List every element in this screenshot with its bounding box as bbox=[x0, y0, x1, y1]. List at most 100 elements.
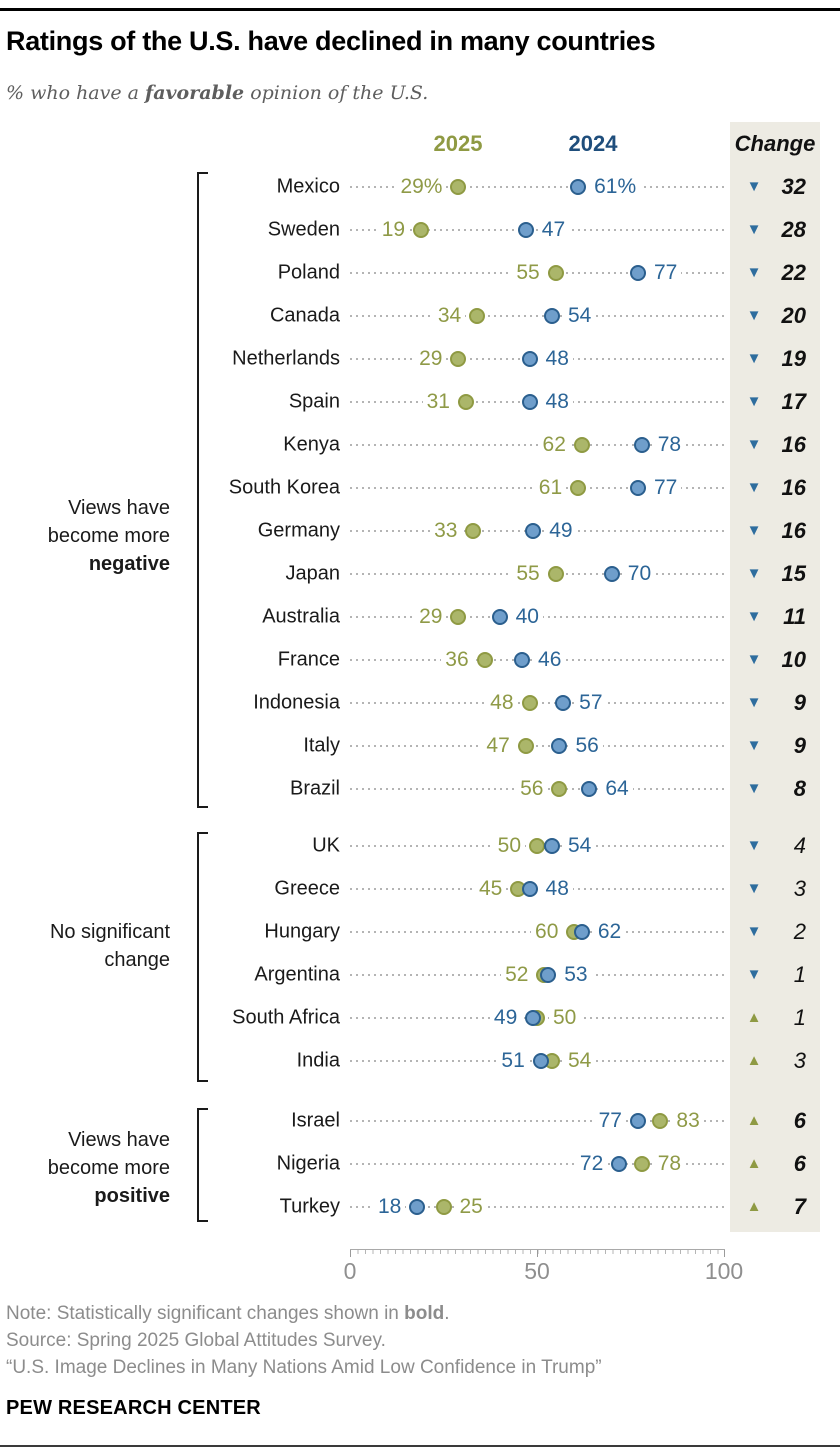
value-label-2024: 78 bbox=[653, 432, 686, 457]
row-israel: Israel 77 83 ▲ 6 bbox=[0, 1099, 840, 1142]
value-label-2025: 55 bbox=[512, 260, 544, 285]
up-triangle-icon: ▲ bbox=[746, 1052, 762, 1069]
row-france: France 36 46 ▼ 10 bbox=[0, 638, 840, 681]
value-label-2024: 54 bbox=[563, 833, 596, 858]
chart-notes: Note: Statistically significant changes … bbox=[6, 1300, 826, 1381]
change-cell: ▲ 1 bbox=[730, 996, 820, 1039]
country-label: Greece bbox=[274, 877, 340, 899]
row-argentina: Argentina 52 53 ▼ 1 bbox=[0, 953, 840, 996]
country-label: Indonesia bbox=[253, 691, 340, 713]
dot-2025 bbox=[570, 479, 587, 496]
value-label-2025: 83 bbox=[672, 1108, 704, 1133]
down-triangle-icon: ▼ bbox=[746, 479, 762, 496]
value-label-2024: 48 bbox=[541, 876, 573, 901]
value-label-2025: 29 bbox=[415, 604, 447, 629]
top-divider bbox=[0, 8, 840, 11]
value-label-2024: 77 bbox=[594, 1108, 626, 1133]
down-triangle-icon: ▼ bbox=[746, 307, 762, 324]
group-label-positive: Views have become more positive bbox=[0, 1126, 170, 1210]
value-label-2025: 60 bbox=[531, 919, 563, 944]
change-value: 9 bbox=[793, 689, 806, 715]
dot-2025 bbox=[652, 1112, 669, 1129]
dotted-leader-line bbox=[350, 1205, 724, 1208]
x-axis-major-tick bbox=[537, 1250, 538, 1257]
country-label: Spain bbox=[288, 390, 340, 412]
column-header-2024: 2024 bbox=[568, 131, 618, 156]
change-cell: ▲ 3 bbox=[730, 1039, 820, 1082]
value-label-2025: 36 bbox=[441, 647, 473, 672]
change-value: 17 bbox=[781, 388, 806, 414]
dot-2024 bbox=[543, 307, 560, 324]
change-column-background bbox=[730, 122, 820, 1232]
value-label-2025: 33 bbox=[430, 518, 462, 543]
change-value: 7 bbox=[793, 1193, 806, 1219]
country-label: Kenya bbox=[283, 433, 340, 455]
change-value: 16 bbox=[781, 474, 806, 500]
x-axis-tick-label: 0 bbox=[343, 1258, 357, 1284]
down-triangle-icon: ▼ bbox=[746, 837, 762, 854]
group-bracket-positive bbox=[197, 1108, 208, 1222]
country-label: Argentina bbox=[254, 963, 340, 985]
row-greece: Greece 45 48 ▼ 3 bbox=[0, 867, 840, 910]
down-triangle-icon: ▼ bbox=[746, 966, 762, 983]
value-label-2025: 34 bbox=[433, 303, 466, 328]
row-india: India 51 54 ▲ 3 bbox=[0, 1039, 840, 1082]
change-cell: ▼ 16 bbox=[730, 423, 820, 466]
down-triangle-icon: ▼ bbox=[746, 737, 762, 754]
dot-2025 bbox=[476, 651, 493, 668]
row-track: 34 54 bbox=[350, 294, 724, 337]
dot-2025 bbox=[435, 1198, 452, 1215]
country-label: Italy bbox=[303, 734, 340, 756]
row-poland: Poland 55 77 ▼ 22 bbox=[0, 251, 840, 294]
value-label-2024: 48 bbox=[541, 346, 573, 371]
value-label-2024: 53 bbox=[560, 962, 592, 987]
group-bracket-negative bbox=[197, 172, 208, 808]
country-label: Netherlands bbox=[232, 347, 340, 369]
group-bracket-no-significant-change bbox=[197, 832, 208, 1082]
value-label-2024: 48 bbox=[541, 389, 573, 414]
dot-2024 bbox=[611, 1155, 628, 1172]
row-track: 72 78 bbox=[350, 1142, 724, 1185]
row-italy: Italy 47 56 ▼ 9 bbox=[0, 724, 840, 767]
dot-2024 bbox=[517, 221, 534, 238]
dot-2025 bbox=[547, 264, 564, 281]
country-label: Sweden bbox=[267, 218, 340, 240]
row-track: 33 49 bbox=[350, 509, 724, 552]
country-label: Australia bbox=[262, 605, 340, 627]
up-triangle-icon: ▲ bbox=[746, 1112, 762, 1129]
row-track: 36 46 bbox=[350, 638, 724, 681]
row-track: 29% 61% bbox=[350, 165, 724, 208]
dot-2024 bbox=[532, 1052, 549, 1069]
row-track: 61 77 bbox=[350, 466, 724, 509]
dot-2024 bbox=[521, 350, 538, 367]
dotted-leader-line bbox=[350, 185, 724, 188]
change-value: 15 bbox=[781, 560, 806, 586]
change-cell: ▼ 28 bbox=[730, 208, 820, 251]
dot-2024 bbox=[555, 694, 572, 711]
value-label-2024: 40 bbox=[511, 604, 543, 629]
row-track: 50 54 bbox=[350, 824, 724, 867]
down-triangle-icon: ▼ bbox=[746, 221, 762, 238]
dot-2025 bbox=[465, 522, 482, 539]
value-label-2025: 61 bbox=[534, 475, 567, 500]
x-axis bbox=[350, 1249, 725, 1259]
country-label: South Korea bbox=[228, 476, 340, 498]
row-track: 45 48 bbox=[350, 867, 724, 910]
change-value: 3 bbox=[793, 875, 806, 901]
change-cell: ▼ 2 bbox=[730, 910, 820, 953]
dot-2025 bbox=[547, 565, 564, 582]
dot-2024 bbox=[525, 522, 542, 539]
value-label-2025: 48 bbox=[486, 690, 518, 715]
change-value: 10 bbox=[781, 646, 806, 672]
row-track: 62 78 bbox=[350, 423, 724, 466]
row-track: 47 56 bbox=[350, 724, 724, 767]
change-cell: ▼ 32 bbox=[730, 165, 820, 208]
change-cell: ▼ 17 bbox=[730, 380, 820, 423]
change-value: 19 bbox=[781, 345, 806, 371]
x-axis-tick-label: 100 bbox=[704, 1258, 744, 1284]
brand-footer: PEW RESEARCH CENTER bbox=[6, 1397, 261, 1419]
row-track: 77 83 bbox=[350, 1099, 724, 1142]
dot-2025 bbox=[469, 307, 486, 324]
row-track: 29 48 bbox=[350, 337, 724, 380]
change-cell: ▼ 10 bbox=[730, 638, 820, 681]
